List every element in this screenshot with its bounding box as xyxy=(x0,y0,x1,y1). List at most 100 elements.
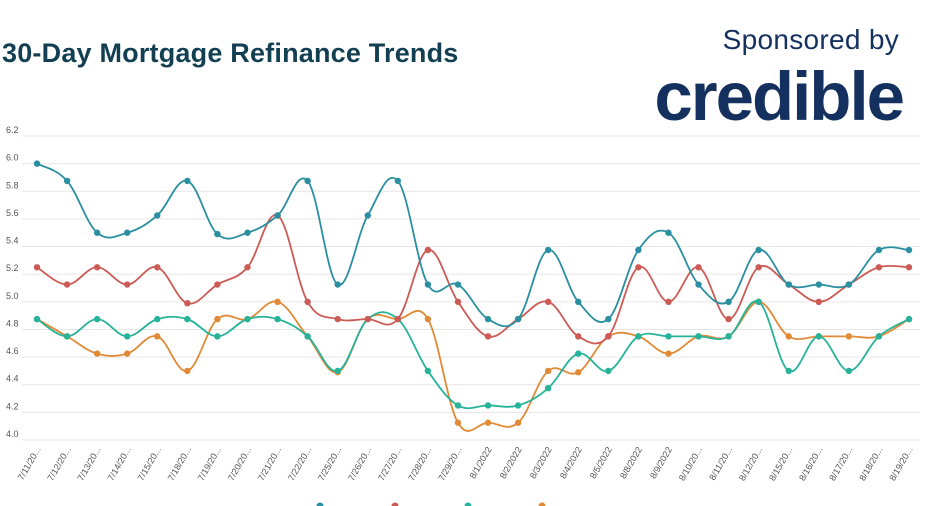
data-point[interactable] xyxy=(484,402,492,409)
data-point[interactable] xyxy=(785,333,792,340)
data-point[interactable] xyxy=(394,177,402,185)
data-point[interactable] xyxy=(63,177,71,185)
data-point[interactable] xyxy=(274,298,281,306)
data-point[interactable] xyxy=(544,246,552,254)
data-point[interactable] xyxy=(665,298,672,306)
data-point[interactable] xyxy=(244,315,251,323)
data-point[interactable] xyxy=(33,160,41,167)
data-point[interactable] xyxy=(514,315,522,323)
data-point[interactable] xyxy=(33,315,41,323)
data-point[interactable] xyxy=(544,384,552,392)
data-point[interactable] xyxy=(605,315,612,323)
data-point[interactable] xyxy=(785,281,792,288)
data-point[interactable] xyxy=(905,264,913,271)
data-point[interactable] xyxy=(93,315,101,323)
data-point[interactable] xyxy=(154,315,161,323)
data-point[interactable] xyxy=(184,300,191,307)
data-point[interactable] xyxy=(755,264,762,271)
data-point[interactable] xyxy=(304,298,311,306)
data-point[interactable] xyxy=(184,177,191,185)
data-point[interactable] xyxy=(815,333,822,340)
data-point[interactable] xyxy=(845,333,853,340)
data-point[interactable] xyxy=(63,281,71,288)
data-point[interactable] xyxy=(454,281,462,288)
data-point[interactable] xyxy=(214,315,221,323)
data-point[interactable] xyxy=(334,367,341,375)
data-point[interactable] xyxy=(695,333,702,340)
data-point[interactable] xyxy=(484,419,492,426)
data-point[interactable] xyxy=(695,281,702,288)
data-point[interactable] xyxy=(454,402,462,409)
data-point[interactable] xyxy=(184,367,191,375)
data-point[interactable] xyxy=(154,264,161,271)
data-point[interactable] xyxy=(635,246,642,254)
data-point[interactable] xyxy=(124,350,131,357)
data-point[interactable] xyxy=(905,246,913,254)
data-point[interactable] xyxy=(274,212,281,219)
data-point[interactable] xyxy=(274,315,281,323)
data-point[interactable] xyxy=(304,333,311,340)
data-point[interactable] xyxy=(665,333,672,340)
data-point[interactable] xyxy=(544,367,552,375)
data-point[interactable] xyxy=(875,246,883,254)
data-point[interactable] xyxy=(665,350,672,357)
data-point[interactable] xyxy=(334,281,341,288)
data-point[interactable] xyxy=(154,212,161,219)
data-point[interactable] xyxy=(845,281,853,288)
data-point[interactable] xyxy=(484,333,492,340)
data-point[interactable] xyxy=(304,177,311,185)
data-point[interactable] xyxy=(514,419,522,426)
data-point[interactable] xyxy=(364,315,371,323)
data-point[interactable] xyxy=(635,264,642,271)
data-point[interactable] xyxy=(214,230,221,238)
data-point[interactable] xyxy=(93,264,101,271)
data-point[interactable] xyxy=(63,333,71,340)
data-point[interactable] xyxy=(575,298,582,306)
data-point[interactable] xyxy=(755,298,762,306)
data-point[interactable] xyxy=(605,333,612,340)
data-point[interactable] xyxy=(665,229,672,236)
data-point[interactable] xyxy=(725,315,732,323)
data-point[interactable] xyxy=(815,281,822,288)
data-point[interactable] xyxy=(424,315,432,323)
data-point[interactable] xyxy=(33,264,41,271)
data-point[interactable] xyxy=(484,315,492,323)
data-point[interactable] xyxy=(93,229,101,236)
data-point[interactable] xyxy=(364,212,371,219)
data-point[interactable] xyxy=(575,350,582,357)
data-point[interactable] xyxy=(184,315,191,323)
data-point[interactable] xyxy=(93,350,101,357)
data-point[interactable] xyxy=(334,315,341,323)
data-point[interactable] xyxy=(785,367,792,375)
brand-logo[interactable]: credible xyxy=(654,58,905,135)
data-point[interactable] xyxy=(214,333,221,340)
data-point[interactable] xyxy=(575,333,582,340)
data-point[interactable] xyxy=(454,419,462,426)
data-point[interactable] xyxy=(244,229,251,236)
data-point[interactable] xyxy=(695,264,702,271)
data-point[interactable] xyxy=(424,281,432,288)
data-point[interactable] xyxy=(424,246,432,254)
data-point[interactable] xyxy=(454,298,462,306)
data-point[interactable] xyxy=(725,298,732,306)
data-point[interactable] xyxy=(124,229,131,236)
data-point[interactable] xyxy=(575,369,582,376)
data-point[interactable] xyxy=(845,367,853,375)
data-point[interactable] xyxy=(514,402,522,409)
data-point[interactable] xyxy=(635,333,642,340)
data-point[interactable] xyxy=(544,298,552,306)
data-point[interactable] xyxy=(154,333,161,340)
data-point[interactable] xyxy=(905,315,913,323)
data-point[interactable] xyxy=(394,315,402,323)
data-point[interactable] xyxy=(875,264,883,271)
data-point[interactable] xyxy=(605,367,612,375)
data-point[interactable] xyxy=(875,333,883,340)
data-point[interactable] xyxy=(424,367,432,375)
data-point[interactable] xyxy=(725,333,732,340)
data-point[interactable] xyxy=(214,281,221,288)
data-point[interactable] xyxy=(124,281,131,288)
data-point[interactable] xyxy=(755,246,762,254)
data-point[interactable] xyxy=(124,333,131,340)
data-point[interactable] xyxy=(815,298,822,306)
data-point[interactable] xyxy=(244,264,251,271)
